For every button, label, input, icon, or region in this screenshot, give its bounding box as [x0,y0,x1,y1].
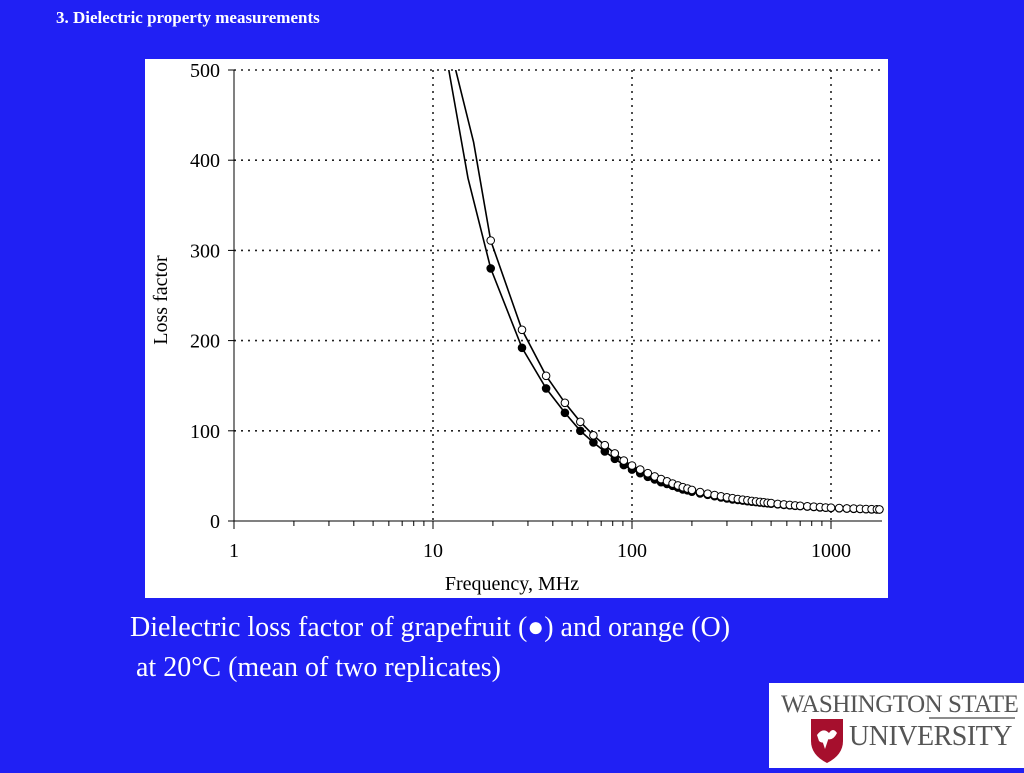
orange-data-point [703,489,713,499]
orange-data-point [486,236,496,245]
orange-data-point [627,461,637,470]
x-tick-label: 1000 [811,540,851,562]
caption-line-2: at 20°C (mean of two replicates) [136,652,501,683]
axes [228,69,882,529]
orange-data-point [687,485,697,495]
wsu-logo: WASHINGTON STATE UNIVERSITY [769,683,1024,768]
y-tick-label: 400 [190,150,220,172]
grapefruit-marker-symbol: ● [527,612,545,643]
orange-data-point [826,503,836,513]
chart-panel: 0 100 200 300 400 500 1 10 100 1000 Frequency, MH… [145,59,888,598]
caption-middle: ) and orange ( [544,612,701,643]
caption-prefix: Dielectric loss factor of grapefruit ( [130,612,528,643]
series-line-orange [454,70,880,511]
x-axis-title: Frequency, MHz [445,573,579,595]
y-tick-label: 200 [190,331,220,353]
series-line-grapefruit [447,70,880,511]
grapefruit-data-point [576,426,585,436]
orange-data-point [875,505,884,514]
y-axis-title: Loss factor [150,255,172,345]
grapefruit-data-point [517,343,527,353]
y-tick-label: 500 [190,60,220,82]
x-tick-label: 1 [229,540,239,562]
orange-data-point [560,398,570,408]
orange-data-point [541,371,551,381]
x-tick-label: 100 [617,540,647,562]
orange-data-point [834,503,844,513]
y-tick-label: 0 [210,511,220,533]
grid-lines [234,69,882,521]
orange-data-point [517,325,527,335]
x-tick-label: 10 [423,540,443,562]
cougar-shield-icon [811,719,843,763]
orange-marker-symbol: O [700,612,721,643]
orange-data-point [600,440,610,450]
grapefruit-data-point [560,408,570,418]
caption-suffix: ) [720,612,731,643]
grapefruit-data-point [486,264,496,273]
orange-data-point [576,417,585,427]
orange-data-point [795,501,805,511]
orange-data-point [589,431,598,440]
y-tick-label: 100 [190,421,220,443]
tick-labels: 0 100 200 300 400 500 1 10 100 1000 [190,60,851,562]
orange-data-point [643,468,653,478]
slide-title: 3. Dielectric property measurements [56,8,320,27]
data-series [447,70,880,511]
orange-data-point [635,465,645,474]
y-tick-label: 300 [190,240,220,262]
figure-caption: Dielectric loss factor of grapefruit (●)… [130,608,730,688]
wsu-logo-graphic: WASHINGTON STATE UNIVERSITY [781,691,1019,763]
orange-data-point [610,449,620,458]
data-markers [486,236,884,514]
grapefruit-data-point [541,384,551,393]
loss-factor-chart: 0 100 200 300 400 500 1 10 100 1000 Frequency, MH… [150,60,884,595]
logo-text-line2: UNIVERSITY [849,721,1012,752]
orange-data-point [619,456,629,465]
grapefruit-data-point [589,438,598,447]
orange-data-point [695,487,705,497]
logo-text-line1: WASHINGTON STATE [781,691,1019,718]
